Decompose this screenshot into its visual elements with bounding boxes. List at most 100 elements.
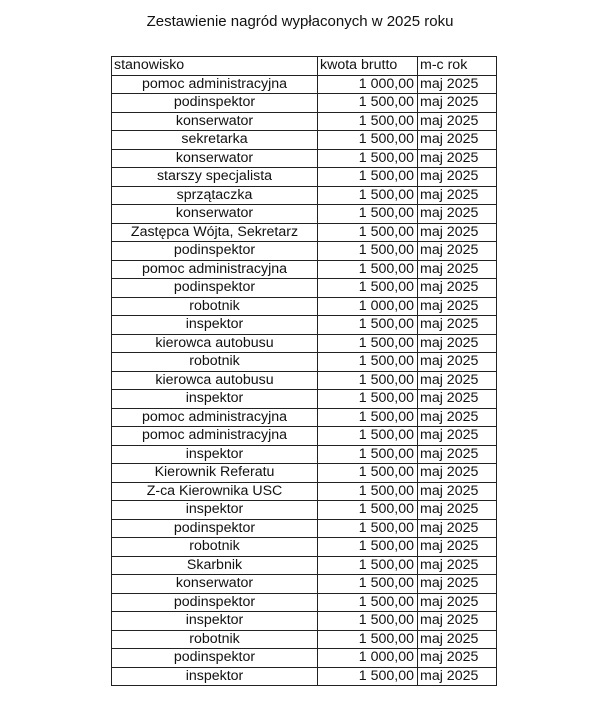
cell-month-year: maj 2025: [417, 74, 497, 94]
cell-position: kierowca autobusu: [111, 333, 318, 353]
table-row: konserwator 1 500,00 maj 2025: [111, 574, 497, 594]
table-row: inspektor 1 500,00 maj 2025: [111, 500, 497, 520]
cell-month-year: maj 2025: [417, 111, 497, 131]
cell-month-year: maj 2025: [417, 518, 497, 538]
cell-month-year: maj 2025: [417, 426, 497, 446]
cell-position: konserwator: [111, 204, 318, 224]
cell-month-year: maj 2025: [417, 537, 497, 557]
cell-position: starszy specjalista: [111, 167, 318, 187]
cell-gross-amount: 1 500,00: [317, 481, 418, 501]
cell-gross-amount: 1 500,00: [317, 241, 418, 261]
cell-position: pomoc administracyjna: [111, 426, 318, 446]
cell-position: inspektor: [111, 444, 318, 464]
cell-position: podinspektor: [111, 518, 318, 538]
cell-month-year: maj 2025: [417, 370, 497, 390]
table-row: inspektor 1 500,00 maj 2025: [111, 315, 497, 335]
cell-gross-amount: 1 500,00: [317, 611, 418, 631]
cell-gross-amount: 1 500,00: [317, 370, 418, 390]
cell-position: podinspektor: [111, 278, 318, 298]
cell-position: Skarbnik: [111, 555, 318, 575]
table-row: pomoc administracyjna 1 500,00 maj 2025: [111, 407, 497, 427]
cell-gross-amount: 1 500,00: [317, 333, 418, 353]
table-row: konserwator 1 500,00 maj 2025: [111, 148, 497, 168]
cell-position: Zastępca Wójta, Sekretarz: [111, 222, 318, 242]
cell-month-year: maj 2025: [417, 629, 497, 649]
cell-position: Kierownik Referatu: [111, 463, 318, 483]
cell-position: inspektor: [111, 315, 318, 335]
cell-position: podinspektor: [111, 648, 318, 668]
header-gross-amount: kwota brutto: [317, 56, 418, 76]
cell-month-year: maj 2025: [417, 463, 497, 483]
cell-month-year: maj 2025: [417, 555, 497, 575]
table-row: Z-ca Kierownika USC 1 500,00 maj 2025: [111, 481, 497, 501]
table-row: robotnik 1 500,00 maj 2025: [111, 352, 497, 372]
cell-month-year: maj 2025: [417, 352, 497, 372]
table-row: starszy specjalista 1 500,00 maj 2025: [111, 167, 497, 187]
table-row: podinspektor 1 500,00 maj 2025: [111, 93, 497, 113]
cell-gross-amount: 1 500,00: [317, 463, 418, 483]
cell-position: robotnik: [111, 537, 318, 557]
cell-position: konserwator: [111, 111, 318, 131]
cell-position: inspektor: [111, 500, 318, 520]
cell-month-year: maj 2025: [417, 611, 497, 631]
table-body: stanowisko kwota brutto m-c rok pomoc ad…: [111, 56, 497, 686]
cell-position: pomoc administracyjna: [111, 259, 318, 279]
cell-position: pomoc administracyjna: [111, 74, 318, 94]
cell-gross-amount: 1 500,00: [317, 407, 418, 427]
cell-position: robotnik: [111, 629, 318, 649]
cell-gross-amount: 1 500,00: [317, 592, 418, 612]
cell-month-year: maj 2025: [417, 666, 497, 686]
header-position: stanowisko: [111, 56, 318, 76]
cell-gross-amount: 1 500,00: [317, 352, 418, 372]
document-title: Zestawienie nagród wypłaconych w 2025 ro…: [146, 13, 454, 30]
cell-gross-amount: 1 500,00: [317, 444, 418, 464]
awards-table: stanowisko kwota brutto m-c rok pomoc ad…: [111, 56, 497, 686]
cell-gross-amount: 1 500,00: [317, 93, 418, 113]
table-row: pomoc administracyjna 1 500,00 maj 2025: [111, 426, 497, 446]
cell-position: podinspektor: [111, 241, 318, 261]
table-row: Skarbnik 1 500,00 maj 2025: [111, 555, 497, 575]
table-row: inspektor 1 500,00 maj 2025: [111, 389, 497, 409]
cell-position: robotnik: [111, 352, 318, 372]
cell-month-year: maj 2025: [417, 185, 497, 205]
cell-position: Z-ca Kierownika USC: [111, 481, 318, 501]
cell-position: konserwator: [111, 148, 318, 168]
table-row: robotnik 1 500,00 maj 2025: [111, 629, 497, 649]
table-header-row: stanowisko kwota brutto m-c rok: [111, 56, 497, 76]
table-row: inspektor 1 500,00 maj 2025: [111, 666, 497, 686]
table-row: robotnik 1 500,00 maj 2025: [111, 537, 497, 557]
cell-month-year: maj 2025: [417, 259, 497, 279]
table-row: podinspektor 1 500,00 maj 2025: [111, 278, 497, 298]
table-row: sekretarka 1 500,00 maj 2025: [111, 130, 497, 150]
cell-month-year: maj 2025: [417, 407, 497, 427]
cell-month-year: maj 2025: [417, 315, 497, 335]
cell-gross-amount: 1 500,00: [317, 204, 418, 224]
cell-month-year: maj 2025: [417, 389, 497, 409]
cell-month-year: maj 2025: [417, 241, 497, 261]
table-row: pomoc administracyjna 1 000,00 maj 2025: [111, 74, 497, 94]
cell-gross-amount: 1 000,00: [317, 648, 418, 668]
cell-month-year: maj 2025: [417, 130, 497, 150]
cell-position: konserwator: [111, 574, 318, 594]
cell-position: inspektor: [111, 389, 318, 409]
cell-gross-amount: 1 500,00: [317, 555, 418, 575]
cell-gross-amount: 1 500,00: [317, 130, 418, 150]
cell-gross-amount: 1 500,00: [317, 389, 418, 409]
cell-position: sekretarka: [111, 130, 318, 150]
cell-gross-amount: 1 500,00: [317, 574, 418, 594]
cell-month-year: maj 2025: [417, 481, 497, 501]
table-row: Kierownik Referatu 1 500,00 maj 2025: [111, 463, 497, 483]
cell-month-year: maj 2025: [417, 204, 497, 224]
cell-gross-amount: 1 500,00: [317, 111, 418, 131]
cell-month-year: maj 2025: [417, 444, 497, 464]
cell-month-year: maj 2025: [417, 333, 497, 353]
table-row: inspektor 1 500,00 maj 2025: [111, 611, 497, 631]
cell-position: sprzątaczka: [111, 185, 318, 205]
cell-gross-amount: 1 000,00: [317, 296, 418, 316]
cell-gross-amount: 1 500,00: [317, 537, 418, 557]
cell-month-year: maj 2025: [417, 574, 497, 594]
cell-month-year: maj 2025: [417, 148, 497, 168]
cell-month-year: maj 2025: [417, 93, 497, 113]
cell-gross-amount: 1 500,00: [317, 167, 418, 187]
table-row: podinspektor 1 500,00 maj 2025: [111, 592, 497, 612]
